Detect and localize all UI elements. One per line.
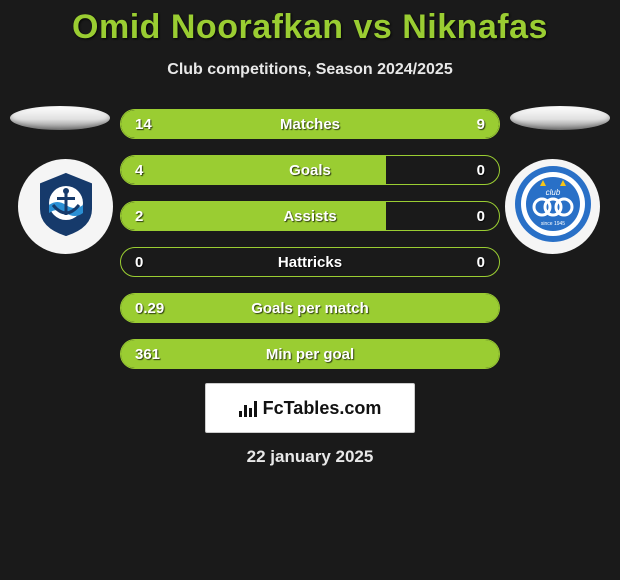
footer-date: 22 january 2025	[0, 447, 620, 467]
stat-row: 0Hattricks0	[120, 247, 500, 277]
stat-row: 4Goals0	[120, 155, 500, 185]
source-label: FcTables.com	[263, 398, 382, 419]
comparison-panel: club since 1945 14Matches9 4Goals0 2Assist…	[0, 109, 620, 467]
stat-row: 14Matches9	[120, 109, 500, 139]
stat-right-value: 9	[477, 116, 485, 133]
stat-label: Assists	[121, 208, 499, 225]
team-badge-right: club since 1945	[505, 159, 600, 254]
stats-container: 14Matches94Goals02Assists00Hattricks00.2…	[120, 109, 500, 369]
stat-row: 361Min per goal	[120, 339, 500, 369]
source-badge: FcTables.com	[205, 383, 415, 433]
stat-row: 0.29Goals per match	[120, 293, 500, 323]
barchart-icon	[239, 399, 257, 417]
stat-right-value: 0	[477, 162, 485, 179]
svg-text:since 1945: since 1945	[540, 221, 564, 227]
stat-label: Hattricks	[121, 254, 499, 271]
stat-right-value: 0	[477, 254, 485, 271]
svg-text:club: club	[545, 188, 560, 197]
stat-label: Goals per match	[121, 300, 499, 317]
stat-row: 2Assists0	[120, 201, 500, 231]
rings-badge-icon: club since 1945	[512, 163, 594, 250]
shadow-ellipse-right	[510, 106, 610, 130]
stat-right-value: 0	[477, 208, 485, 225]
page-title: Omid Noorafkan vs Niknafas	[0, 0, 620, 47]
stat-label: Goals	[121, 162, 499, 179]
anchor-badge-icon	[31, 169, 101, 244]
shadow-ellipse-left	[10, 106, 110, 130]
stat-label: Matches	[121, 116, 499, 133]
subtitle: Club competitions, Season 2024/2025	[0, 61, 620, 79]
stat-label: Min per goal	[121, 346, 499, 363]
team-badge-left	[18, 159, 113, 254]
